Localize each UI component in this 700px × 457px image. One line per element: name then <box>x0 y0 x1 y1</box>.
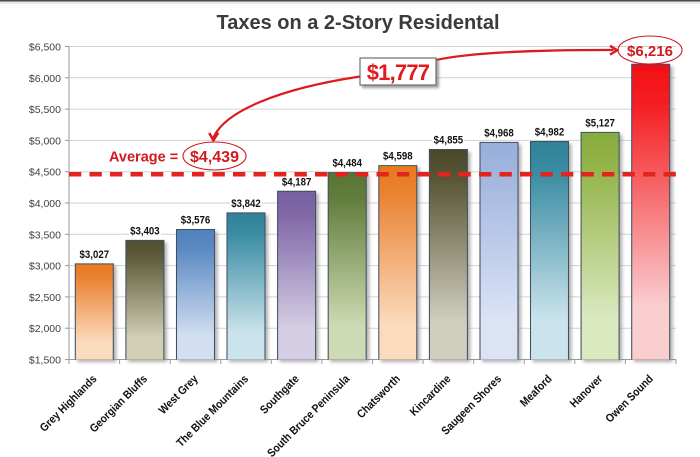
svg-text:$2,000: $2,000 <box>29 323 61 335</box>
svg-text:$6,500: $6,500 <box>29 42 61 54</box>
svg-text:Taxes on a 2-Story Residental: Taxes on a 2-Story Residental <box>216 12 499 34</box>
svg-text:Kincardine: Kincardine <box>408 373 454 419</box>
svg-text:$3,000: $3,000 <box>29 261 61 273</box>
svg-text:$3,500: $3,500 <box>29 229 61 241</box>
svg-text:Hanover: Hanover <box>568 372 606 410</box>
svg-text:Meaford: Meaford <box>518 373 555 410</box>
svg-text:$3,403: $3,403 <box>130 225 160 238</box>
svg-text:Southgate: Southgate <box>258 373 302 417</box>
svg-text:$3,576: $3,576 <box>181 214 211 227</box>
svg-text:$4,982: $4,982 <box>535 126 565 139</box>
svg-text:Chatsworth: Chatsworth <box>355 373 403 421</box>
svg-text:$2,500: $2,500 <box>29 292 61 304</box>
svg-text:$6,000: $6,000 <box>29 73 61 85</box>
svg-text:South Bruce Peninsula: South Bruce Peninsula <box>265 372 353 457</box>
svg-text:$1,777: $1,777 <box>367 60 430 85</box>
svg-text:$4,484: $4,484 <box>332 157 362 170</box>
svg-text:$4,000: $4,000 <box>29 198 61 210</box>
svg-text:$5,500: $5,500 <box>29 104 61 116</box>
svg-text:$5,000: $5,000 <box>29 135 61 147</box>
svg-text:$1,500: $1,500 <box>29 355 61 367</box>
svg-text:$4,500: $4,500 <box>29 167 61 179</box>
svg-text:$4,439: $4,439 <box>190 149 239 166</box>
svg-text:$4,968: $4,968 <box>484 127 514 140</box>
svg-text:$6,216: $6,216 <box>627 43 673 60</box>
svg-text:$4,598: $4,598 <box>383 150 413 163</box>
svg-text:Owen Sound: Owen Sound <box>603 373 656 426</box>
svg-text:$4,855: $4,855 <box>434 134 464 147</box>
svg-text:$4,187: $4,187 <box>282 176 312 189</box>
svg-text:$3,842: $3,842 <box>231 197 261 210</box>
svg-text:$3,027: $3,027 <box>80 248 110 261</box>
svg-text:$5,127: $5,127 <box>585 117 615 130</box>
svg-text:West Grey: West Grey <box>156 373 200 417</box>
svg-text:Average =: Average = <box>109 150 178 166</box>
